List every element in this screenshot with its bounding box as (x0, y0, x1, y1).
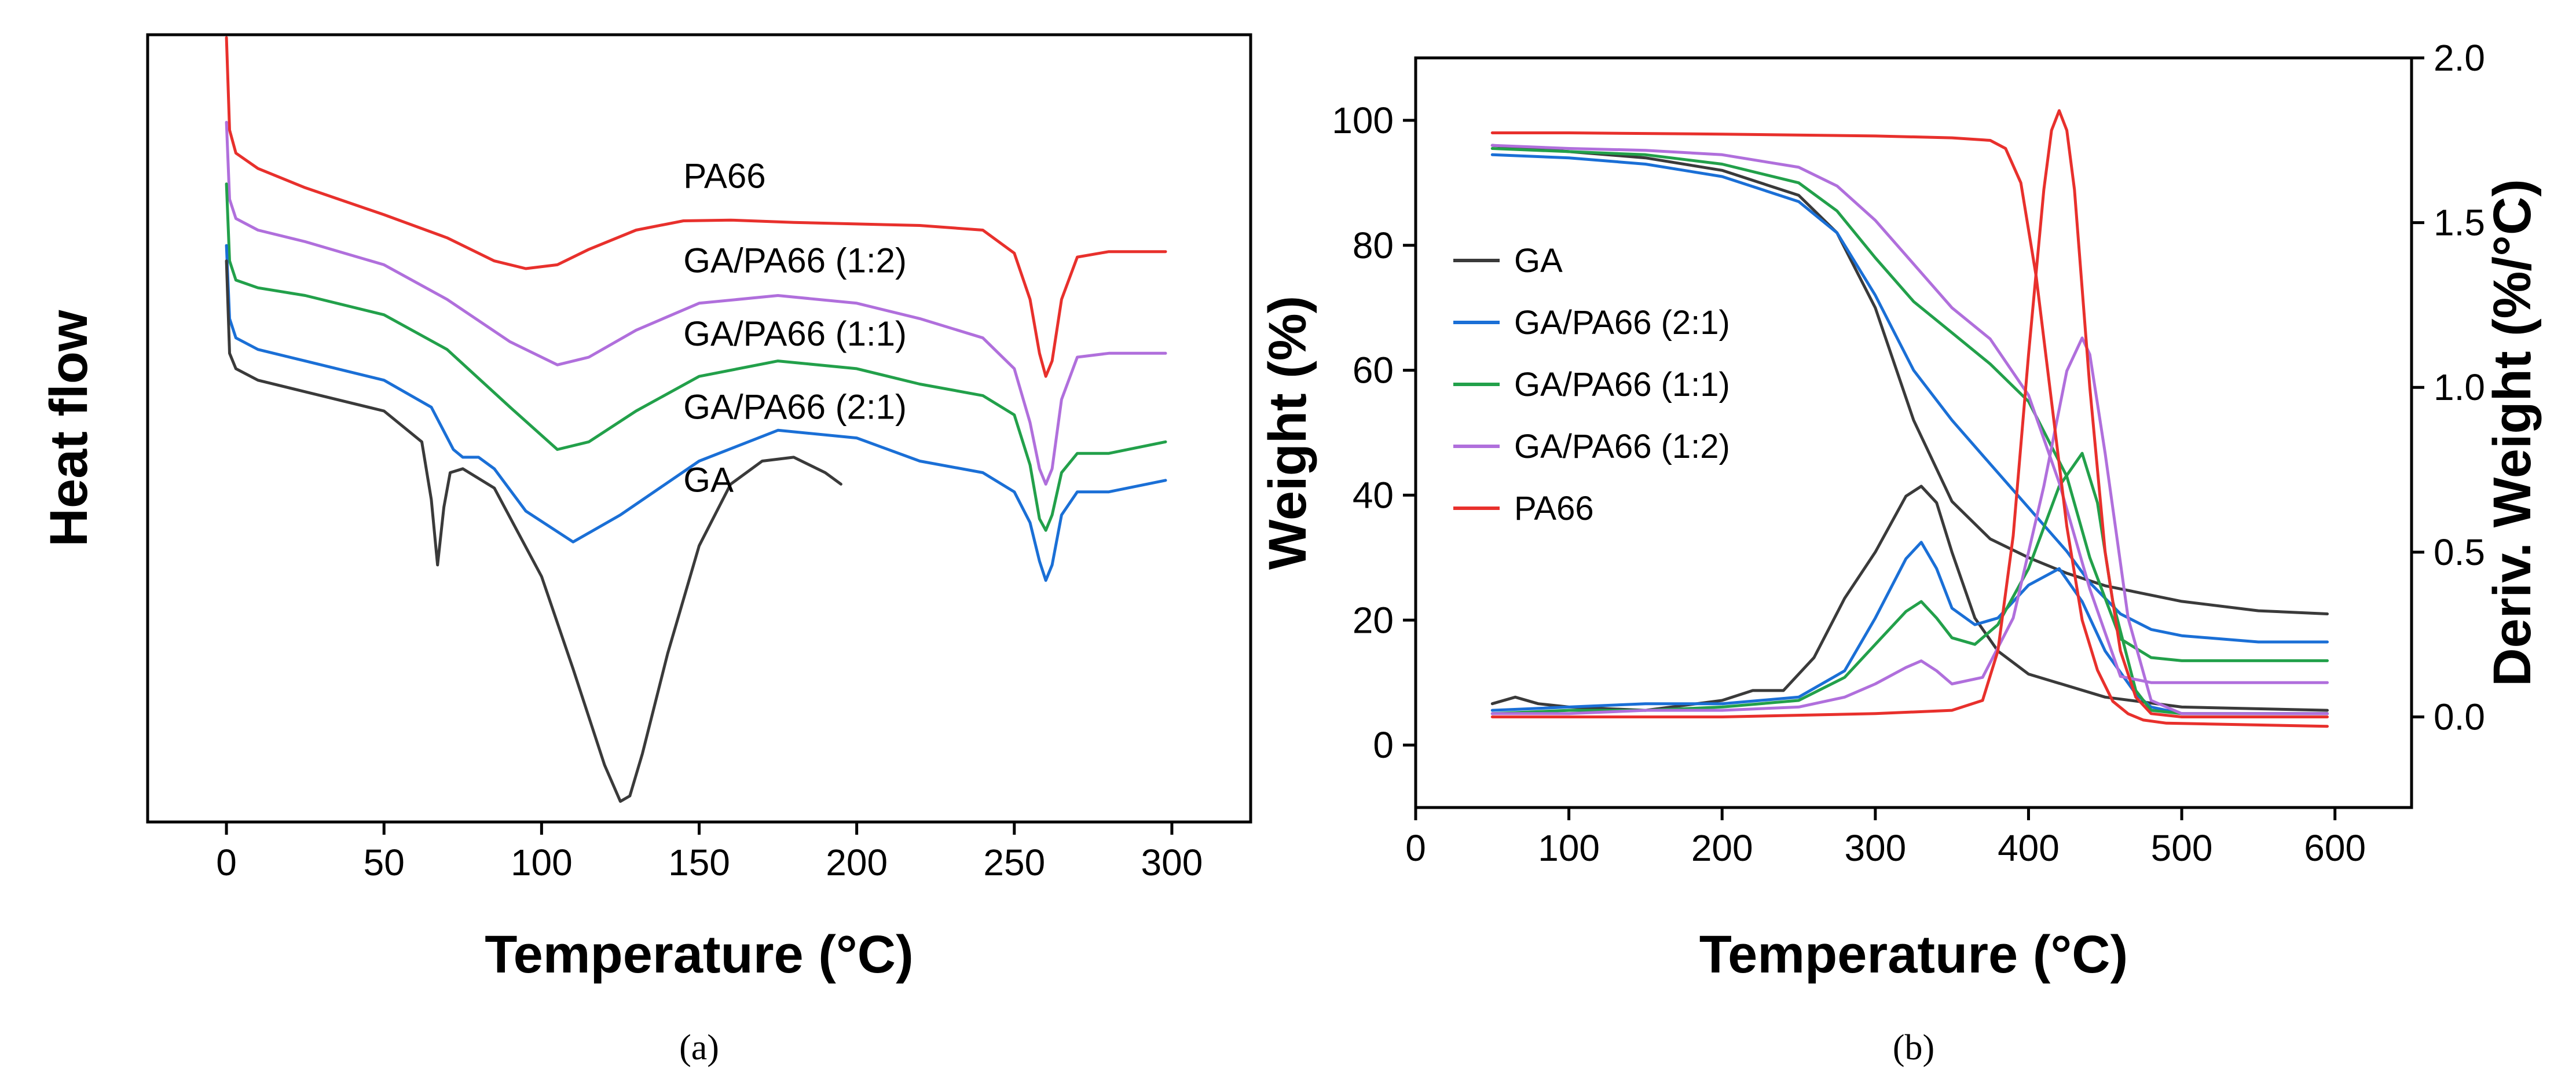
panel-a-series-ga (225, 259, 842, 803)
panel-b-x-tick-label: 600 (2304, 827, 2366, 869)
panel-b-x-tick-label: 400 (1998, 827, 2060, 869)
panel-a-annotations: PA66 GA/PA66 (1:2) GA/PA66 (1:1) GA/PA66 (2… (683, 156, 907, 499)
panel-a-dsc-chart: PA66 GA/PA66 (1:2) GA/PA66 (1:1) GA/PA66 (2… (39, 33, 1252, 1067)
legend-label-ga-pa66-1-1: GA/PA66 (1:1) (1514, 366, 1730, 403)
panel-b-y-ticks-right: 0.0 0.5 1.0 1.5 2.0 (2412, 37, 2485, 737)
panel-a-series-ga-pa66-1-1 (225, 182, 1167, 532)
panel-b-weight-ga-pa66-2-1 (1490, 153, 2329, 644)
panel-b-plot-frame (1414, 56, 2413, 809)
panel-b-y-tick-label: 100 (1332, 100, 1394, 141)
panel-b-y-ticks-left: 0 20 40 60 80 100 (1332, 100, 1416, 766)
panel-b-weight-ga-pa66-1-1 (1490, 147, 2329, 662)
panel-b-y-tick-label: 20 (1353, 599, 1394, 641)
panel-b-deriv-ga-pa66-1-2 (1490, 336, 2329, 715)
panel-a-x-tick-label: 150 (668, 842, 730, 883)
panel-b-weight-pa66 (1490, 131, 2329, 728)
panel-b-y-axis-title-left: Weight (%) (1258, 296, 1317, 570)
panel-a-x-tick-label: 50 (364, 842, 405, 883)
panel-b-x-tick-label: 500 (2151, 827, 2213, 869)
panel-a-x-ticks: 0 50 100 150 200 250 300 (216, 822, 1203, 883)
panel-b-y-tick-label: 0 (1373, 724, 1394, 766)
panel-a-label-pa66: PA66 (683, 156, 765, 195)
panel-b-y-tick-label: 80 (1353, 225, 1394, 266)
panel-b-y-right-tick-label: 0.5 (2434, 531, 2485, 573)
panel-b-y-tick-label: 40 (1353, 474, 1394, 516)
legend-label-pa66: PA66 (1514, 490, 1594, 527)
panel-b-x-tick-label: 100 (1538, 827, 1600, 869)
panel-b-y-right-tick-label: 0.0 (2434, 696, 2485, 737)
panel-b-weight-ga (1490, 144, 2329, 615)
panel-a-series-pa66 (225, 36, 1167, 378)
panel-b-deriv-pa66 (1490, 109, 2329, 718)
panel-a-plot-frame (146, 33, 1252, 824)
panel-b-deriv-ga (1490, 485, 2329, 712)
panel-a-series-ga-pa66-2-1 (225, 244, 1167, 582)
panel-a-y-axis-title: Heat flow (39, 310, 98, 546)
panel-a-x-axis-title: Temperature (°C) (485, 925, 914, 984)
panel-b-weight-ga-pa66-1-2 (1490, 144, 2329, 684)
panel-b-x-tick-label: 300 (1844, 827, 1906, 869)
panel-b-tga-chart: 0 100 200 300 400 500 600 0 20 40 60 80 100 0.0 0.5 1… (1258, 37, 2542, 1067)
panel-a-label-ga-pa66-1-2: GA/PA66 (1:2) (683, 241, 907, 280)
panel-b-series-group (1490, 109, 2329, 728)
panel-a-label-ga: GA (683, 461, 734, 500)
panel-b-deriv-ga-pa66-2-1 (1490, 541, 2329, 715)
panel-a-series-ga-pa66-1-2 (225, 120, 1167, 486)
panel-b-x-ticks: 0 100 200 300 400 500 600 (1405, 808, 2366, 869)
panel-a-caption: (a) (679, 1028, 719, 1067)
legend-label-ga: GA (1514, 242, 1563, 280)
panel-a-x-tick-label: 100 (511, 842, 573, 883)
panel-a-x-tick-label: 200 (826, 842, 888, 883)
panel-a-x-tick-label: 0 (216, 842, 237, 883)
panel-b-y-right-tick-label: 1.5 (2434, 202, 2485, 244)
legend-label-ga-pa66-1-2: GA/PA66 (1:2) (1514, 428, 1730, 465)
panel-b-y-right-tick-label: 2.0 (2434, 37, 2485, 79)
panel-b-caption: (b) (1893, 1028, 1934, 1067)
panel-a-x-tick-label: 300 (1141, 842, 1203, 883)
panel-b-legend: GA GA/PA66 (2:1) GA/PA66 (1:1) GA/PA66 (1:2… (1453, 242, 1730, 527)
panel-b-y-tick-label: 60 (1353, 350, 1394, 391)
panel-a-label-ga-pa66-2-1: GA/PA66 (2:1) (683, 387, 907, 426)
panel-a-label-ga-pa66-1-1: GA/PA66 (1:1) (683, 314, 907, 353)
panel-b-deriv-ga-pa66-1-1 (1490, 452, 2329, 715)
panel-a-series-group (225, 36, 1167, 803)
panel-b-x-tick-label: 200 (1691, 827, 1753, 869)
panel-b-x-axis-title: Temperature (°C) (1699, 925, 2128, 984)
panel-b-y-right-tick-label: 1.0 (2434, 366, 2485, 408)
panel-b-y-axis-title-right: Deriv. Weight (%/°C) (2483, 179, 2542, 687)
panel-b-x-tick-label: 0 (1405, 827, 1426, 869)
panel-a-x-tick-label: 250 (983, 842, 1045, 883)
legend-label-ga-pa66-2-1: GA/PA66 (2:1) (1514, 304, 1730, 342)
